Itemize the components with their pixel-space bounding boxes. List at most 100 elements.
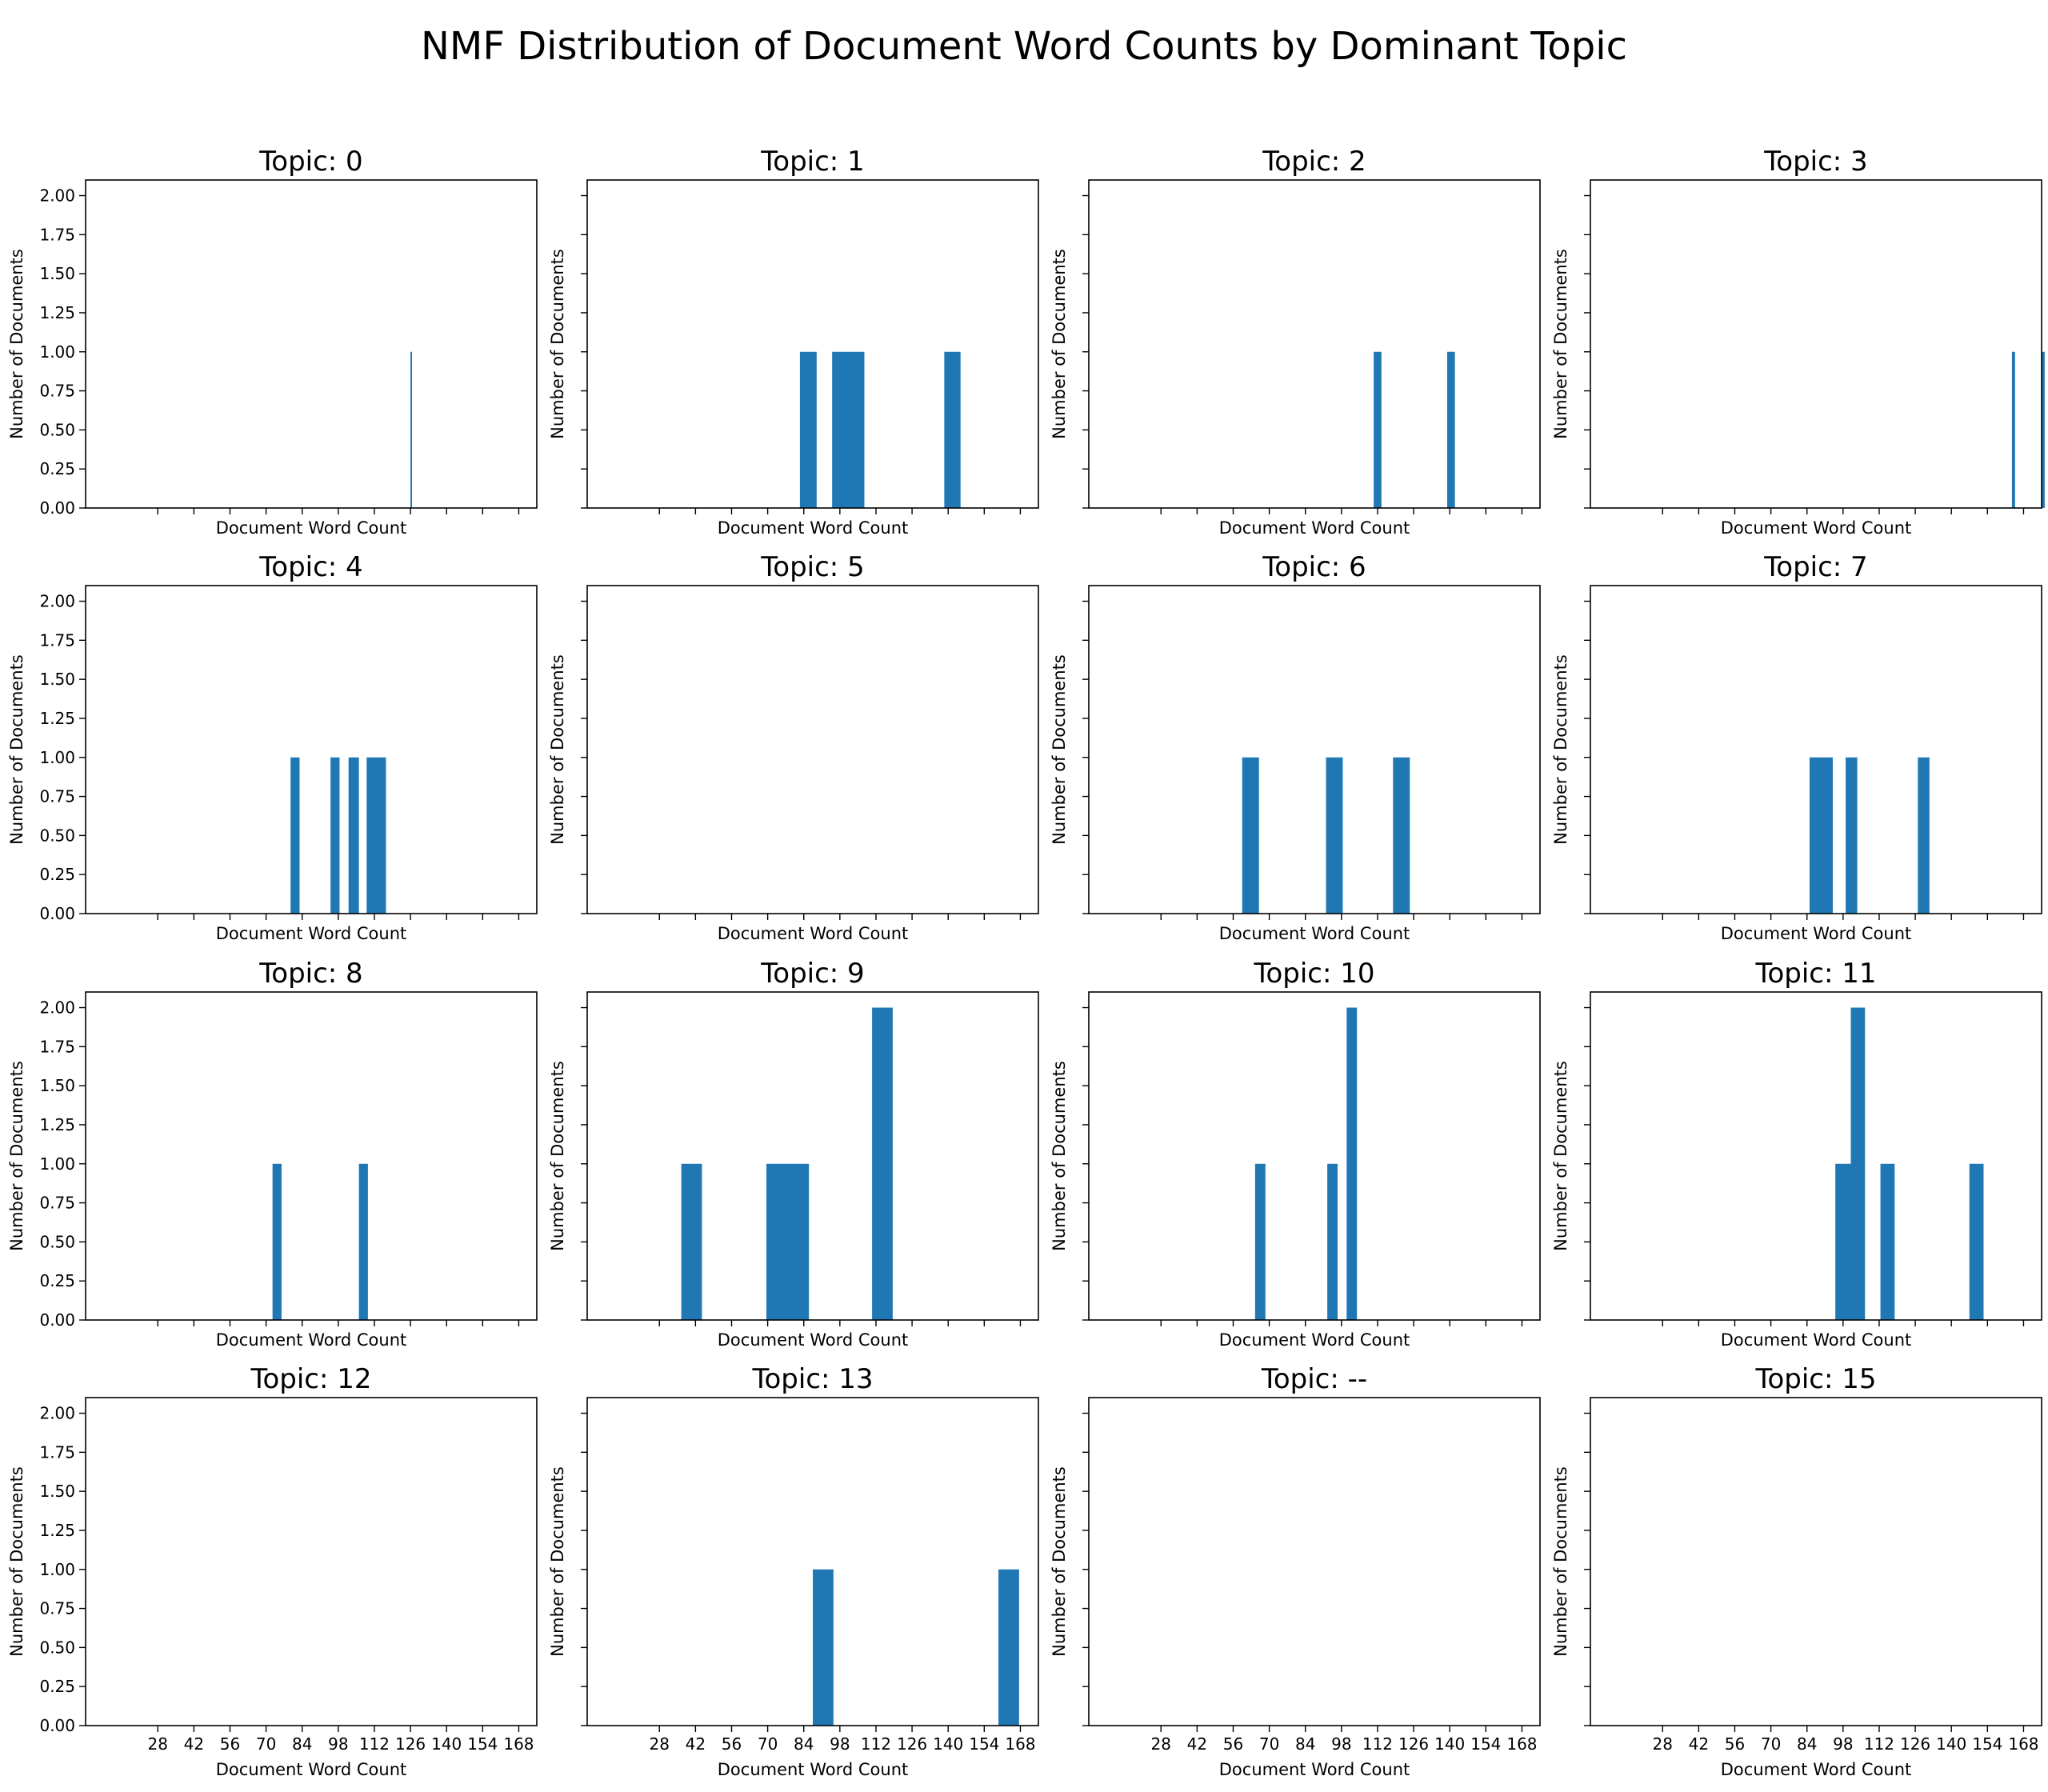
x-tick-label: 84	[1295, 1734, 1315, 1754]
x-axis-label: Document Word Count	[1721, 1330, 1912, 1350]
y-axis-label: Number of Documents	[1551, 654, 1570, 845]
x-axis-label: Document Word Count	[216, 1760, 407, 1779]
x-tick-label: 56	[1725, 1734, 1745, 1754]
y-axis-label: Number of Documents	[1551, 249, 1570, 439]
y-tick-label: 0.75	[39, 1599, 75, 1618]
subplot-topic-14: Topic: -- Number of Documents 28 42 56 70 84 98…	[1050, 1363, 1541, 1779]
x-axis-label: Document Word Count	[216, 924, 407, 943]
histogram-bar	[358, 1163, 368, 1320]
y-tick-label: 0.25	[39, 459, 75, 478]
subplot-title: Topic: 13	[751, 1363, 873, 1395]
histogram-bar	[1242, 757, 1259, 914]
subplot-title: Topic: 4	[258, 551, 362, 583]
x-tick-label: 98	[1833, 1734, 1853, 1754]
y-tick-label: 0.50	[39, 1232, 75, 1251]
axes-frame	[1590, 585, 2042, 914]
y-tick-label: 0.00	[39, 1716, 75, 1735]
histogram-bar	[1969, 1163, 1984, 1320]
x-axis-label: Document Word Count	[1219, 924, 1410, 943]
y-tick-label: 1.75	[39, 1442, 75, 1462]
x-tick-label: 112	[359, 1734, 390, 1754]
histogram-bar	[872, 1007, 893, 1320]
x-tick-label: 70	[1259, 1734, 1279, 1754]
subplot-topic-6: Topic: 6 Number of Documents Document Word…	[1050, 551, 1541, 943]
axes-frame	[1590, 991, 2042, 1321]
subplot-title: Topic: 8	[258, 958, 362, 990]
y-tick-label: 0.25	[39, 1271, 75, 1290]
subplot-title: Topic: 9	[760, 958, 864, 990]
histogram-bar	[1918, 757, 1930, 914]
subplot-title: Topic: 7	[1763, 551, 1867, 583]
x-tick-label: 84	[1797, 1734, 1817, 1754]
x-tick-label: 42	[1689, 1734, 1709, 1754]
y-axis-label: Number of Documents	[548, 1061, 567, 1251]
x-axis-label: Document Word Count	[1219, 518, 1410, 538]
subplot-topic-0: Topic: 0 0.00 0.25 0.50 0.75 1.00 1.25 1.50 1.75…	[7, 146, 538, 538]
y-tick-label: 1.50	[39, 264, 75, 283]
subplot-title: Topic: 2	[1262, 146, 1366, 178]
axes-frame	[1088, 585, 1541, 914]
y-axis-label: Number of Documents	[548, 1466, 567, 1657]
histogram-bar	[1850, 1007, 1866, 1320]
axes-frame	[1088, 991, 1541, 1321]
y-tick-label: 2.00	[39, 1404, 75, 1423]
histogram-bar	[813, 1569, 834, 1726]
axes-frame	[586, 585, 1039, 914]
histogram-bar	[272, 1163, 282, 1320]
y-tick-label: 1.75	[39, 630, 75, 650]
x-axis-label: Document Word Count	[216, 518, 407, 538]
x-axis-label: Document Word Count	[718, 518, 909, 538]
y-axis-label: Number of Documents	[1050, 654, 1069, 845]
x-tick-label: 126	[395, 1734, 426, 1754]
histogram-bar	[2042, 351, 2045, 508]
x-tick-label: 140	[1936, 1734, 1966, 1754]
subplot-topic-12: Topic: 12 0.00 0.25 0.50 0.75 1.00 1.25 1.50 1.7…	[7, 1363, 538, 1779]
histogram-bar	[1880, 1163, 1895, 1320]
axes-frame	[85, 179, 538, 509]
histogram-bar	[290, 757, 300, 914]
x-tick-label: 70	[758, 1734, 778, 1754]
y-axis-label: Number of Documents	[1050, 249, 1069, 439]
y-tick-label: 1.75	[39, 225, 75, 244]
histogram-bar	[330, 757, 340, 914]
subplot-title: Topic: 3	[1763, 146, 1867, 178]
y-tick-label: 0.25	[39, 1677, 75, 1696]
axes-frame	[1590, 1397, 2042, 1726]
x-tick-label: 28	[1653, 1734, 1673, 1754]
histogram-bar	[1835, 1163, 1851, 1320]
y-axis-label: Number of Documents	[1551, 1061, 1570, 1251]
x-tick-label: 140	[933, 1734, 963, 1754]
x-tick-label: 154	[969, 1734, 999, 1754]
x-axis-label: Document Word Count	[1721, 1760, 1912, 1779]
x-tick-label: 98	[1331, 1734, 1351, 1754]
x-axis-label: Document Word Count	[718, 1760, 909, 1779]
histogram-bar	[1346, 1007, 1358, 1320]
x-tick-label: 168	[503, 1734, 534, 1754]
y-tick-label: 0.50	[39, 420, 75, 439]
axes-frame	[85, 585, 538, 914]
y-tick-label: 1.00	[39, 342, 75, 362]
x-axis-label: Document Word Count	[718, 1330, 909, 1350]
histogram-bar	[944, 351, 961, 508]
y-tick-label: 1.25	[39, 709, 75, 728]
x-tick-label: 168	[1506, 1734, 1537, 1754]
y-tick-label: 0.50	[39, 1638, 75, 1657]
subplot-topic-1: Topic: 1 Number of Documents Document Word…	[548, 146, 1039, 538]
x-tick-label: 126	[897, 1734, 927, 1754]
x-tick-label: 84	[794, 1734, 814, 1754]
histogram-bar	[2011, 351, 2015, 508]
y-axis-label: Number of Documents	[548, 654, 567, 845]
x-tick-label: 154	[1972, 1734, 2002, 1754]
x-tick-label: 70	[1761, 1734, 1781, 1754]
histogram-bar	[1393, 757, 1410, 914]
x-tick-label: 56	[1223, 1734, 1243, 1754]
x-axis-label: Document Word Count	[718, 924, 909, 943]
subplot-title: Topic: 0	[258, 146, 362, 178]
histogram-bar	[1254, 1163, 1266, 1320]
x-tick-label: 98	[830, 1734, 850, 1754]
axes-frame	[1088, 1397, 1541, 1726]
x-tick-label: 42	[1187, 1734, 1207, 1754]
y-tick-label: 0.50	[39, 826, 75, 845]
y-tick-label: 1.25	[39, 1115, 75, 1134]
x-axis-label: Document Word Count	[1219, 1330, 1410, 1350]
